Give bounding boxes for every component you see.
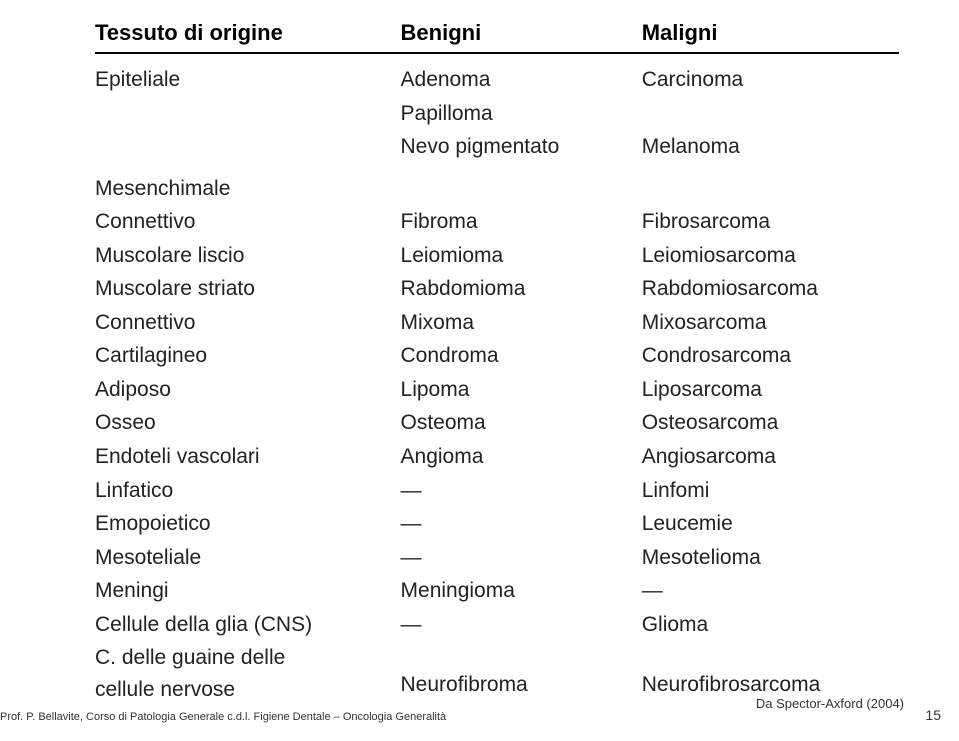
table-row: OsseoOsteomaOsteosarcoma [95, 407, 899, 440]
table-row: ConnettivoFibromaFibrosarcoma [95, 206, 899, 239]
table-row: Cellule della glia (CNS)—Glioma [95, 609, 899, 642]
cell-origin: Muscolare liscio [95, 240, 401, 273]
table-row: MeningiMeningioma— [95, 575, 899, 608]
cell-origin: Emopoietico [95, 508, 401, 541]
table-row: Linfatico—Linfomi [95, 475, 899, 508]
cell-benign: Fibroma [401, 206, 642, 239]
cell-benign: Nevo pigmentato [401, 131, 642, 164]
cell-benign [401, 165, 642, 206]
header-origin: Tessuto di origine [95, 20, 401, 46]
cell-origin: Meningi [95, 575, 401, 608]
cell-origin: Connettivo [95, 206, 401, 239]
cell-malign: Angiosarcoma [642, 441, 899, 474]
table-row: CartilagineoCondromaCondrosarcoma [95, 340, 899, 373]
cell-malign: Condrosarcoma [642, 340, 899, 373]
cell-malign: Rabdomiosarcoma [642, 273, 899, 306]
cell-malign: Leucemie [642, 508, 899, 541]
cell-origin [95, 131, 401, 164]
cell-origin: Muscolare striato [95, 273, 401, 306]
cell-malign: Osteosarcoma [642, 407, 899, 440]
table-row: Muscolare striatoRabdomiomaRabdomiosarco… [95, 273, 899, 306]
cell-origin: Linfatico [95, 475, 401, 508]
cell-benign: — [401, 542, 642, 575]
cell-origin: Mesenchimale [95, 173, 401, 206]
cell-origin [95, 98, 401, 131]
table-row: AdiposoLipomaLiposarcoma [95, 374, 899, 407]
cell-malign: Carcinoma [642, 64, 899, 97]
cell-benign: Adenoma [401, 64, 642, 97]
footer-source: Da Spector-Axford (2004) [756, 696, 904, 711]
cell-origin: Adiposo [95, 374, 401, 407]
cell-origin: Cellule della glia (CNS) [95, 609, 401, 642]
cell-benign: Leiomioma [401, 240, 642, 273]
table-header-row: Tessuto di origine Benigni Maligni [95, 20, 899, 54]
table-row: Muscolare liscioLeiomiomaLeiomiosarcoma [95, 240, 899, 273]
table-row: Endoteli vascolariAngiomaAngiosarcoma [95, 441, 899, 474]
cell-malign: Leiomiosarcoma [642, 240, 899, 273]
header-malign: Maligni [642, 20, 899, 46]
cell-origin: Epiteliale [95, 64, 401, 97]
cell-benign: Neurofibroma [401, 642, 642, 705]
cell-benign: Papilloma [401, 98, 642, 131]
page-number: 15 [925, 707, 941, 723]
cell-malign: Mesotelioma [642, 542, 899, 575]
cell-benign: Condroma [401, 340, 642, 373]
cell-origin: Cartilagineo [95, 340, 401, 373]
cell-malign: Linfomi [642, 475, 899, 508]
cell-origin: Endoteli vascolari [95, 441, 401, 474]
cell-malign: Melanoma [642, 131, 899, 164]
cell-benign: Meningioma [401, 575, 642, 608]
cell-malign: Liposarcoma [642, 374, 899, 407]
cell-origin: Connettivo [95, 307, 401, 340]
cell-malign: — [642, 575, 899, 608]
header-benign: Benigni [401, 20, 642, 46]
cell-benign: — [401, 475, 642, 508]
cell-benign: Rabdomioma [401, 273, 642, 306]
cell-origin: Mesoteliale [95, 542, 401, 575]
cell-benign: Osteoma [401, 407, 642, 440]
table-row: ConnettivoMixomaMixosarcoma [95, 307, 899, 340]
cell-malign: Glioma [642, 609, 899, 642]
cell-origin: Osseo [95, 407, 401, 440]
cell-malign [642, 165, 899, 206]
tumor-classification-table: Tessuto di origine Benigni Maligni Epite… [95, 20, 899, 705]
table-row: Mesoteliale—Mesotelioma [95, 542, 899, 575]
table-row: Nevo pigmentatoMelanoma [95, 131, 899, 164]
cell-malign: Fibrosarcoma [642, 206, 899, 239]
table-row: EpitelialeAdenomaCarcinoma [95, 64, 899, 97]
table-row: Mesenchimale [95, 165, 899, 206]
table-body: EpitelialeAdenomaCarcinomaPapillomaNevo … [95, 64, 899, 705]
cell-origin: C. delle guaine dellecellule nervose [95, 642, 401, 705]
footer-credits: Prof. P. Bellavite, Corso di Patologia G… [0, 711, 446, 723]
table-row: Papilloma [95, 98, 899, 131]
cell-benign: — [401, 609, 642, 642]
cell-benign: Lipoma [401, 374, 642, 407]
cell-malign [642, 98, 899, 131]
table-row: Emopoietico—Leucemie [95, 508, 899, 541]
cell-benign: — [401, 508, 642, 541]
cell-malign: Mixosarcoma [642, 307, 899, 340]
cell-benign: Angioma [401, 441, 642, 474]
cell-benign: Mixoma [401, 307, 642, 340]
